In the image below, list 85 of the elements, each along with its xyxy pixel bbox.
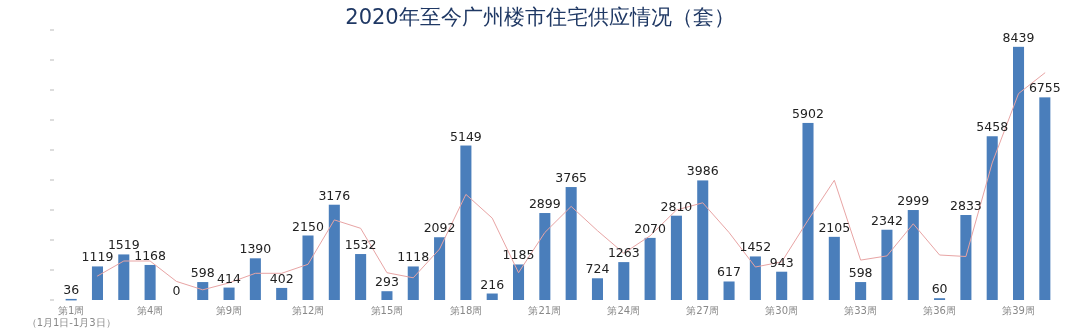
- data-label: 414: [217, 270, 242, 286]
- x-tick-label: 第27周: [686, 305, 720, 316]
- bar: [1013, 46, 1025, 300]
- bar: [776, 271, 788, 300]
- bar: [513, 264, 525, 300]
- bar: [697, 180, 709, 300]
- x-tick-label: 第30周: [765, 305, 799, 316]
- data-label: 943: [769, 254, 794, 270]
- data-label: 36: [63, 281, 80, 297]
- data-label: 598: [190, 265, 215, 281]
- bar: [460, 145, 472, 300]
- data-label: 2899: [528, 196, 561, 212]
- data-label: 1390: [239, 241, 272, 257]
- data-label: 5149: [449, 128, 482, 144]
- data-label: 2833: [949, 198, 982, 214]
- chart-title: 2020年至今广州楼市住宅供应情况（套）: [345, 5, 735, 29]
- data-label: 2092: [423, 220, 456, 236]
- data-label: 293: [375, 274, 399, 290]
- data-label: 216: [480, 276, 505, 292]
- data-label: 2342: [871, 212, 903, 228]
- bar: [328, 204, 340, 300]
- bar: [907, 210, 919, 300]
- x-tick-label: 第18周: [449, 305, 483, 316]
- data-label: 2070: [634, 220, 667, 236]
- data-label: 724: [585, 261, 610, 277]
- bar: [486, 293, 498, 300]
- data-label: 0: [172, 283, 181, 298]
- x-tick-label: 第21周: [528, 305, 562, 316]
- bar: [276, 287, 288, 300]
- bar: [381, 291, 393, 300]
- data-label: 1185: [502, 247, 535, 263]
- x-tick-label: 第39周: [1002, 305, 1035, 316]
- data-label: 598: [848, 265, 873, 281]
- data-label: 402: [269, 270, 294, 286]
- data-label: 3765: [555, 170, 588, 186]
- data-label: 5458: [976, 119, 1009, 135]
- data-label: 2150: [292, 218, 324, 234]
- bar: [302, 235, 314, 300]
- bar: [355, 254, 367, 300]
- data-label: 3986: [686, 163, 719, 179]
- bar: [670, 215, 682, 300]
- data-label: 1532: [344, 237, 377, 253]
- x-tick-label: 第9周: [215, 305, 243, 316]
- bar: [749, 256, 761, 300]
- bar: [960, 215, 972, 300]
- bar: [91, 266, 103, 300]
- data-label: 2810: [660, 198, 693, 214]
- data-label: 2105: [818, 219, 851, 235]
- x-tick-label: 第1周（1月1日-1月3日）: [26, 305, 116, 328]
- bar: [644, 237, 656, 300]
- bar: [618, 262, 630, 300]
- bar: [144, 264, 156, 300]
- bar: [723, 281, 735, 300]
- data-label: 60: [931, 281, 948, 297]
- data-label: 1119: [81, 249, 114, 265]
- x-tick-label: 第15周: [370, 305, 404, 316]
- bar: [986, 136, 998, 300]
- bar: [565, 187, 577, 300]
- bar: [828, 236, 840, 300]
- bar: [855, 282, 867, 300]
- x-tick-label: 第24周: [607, 305, 641, 316]
- bar: [197, 282, 209, 300]
- data-label: 5902: [792, 105, 824, 121]
- bar: [1039, 97, 1051, 300]
- x-tick-label: 第12周: [291, 305, 325, 316]
- bar: [802, 122, 814, 300]
- bar: [223, 287, 235, 300]
- data-label: 1118: [397, 249, 430, 265]
- bar: [434, 237, 446, 300]
- data-label: 617: [717, 264, 741, 280]
- data-label: 8439: [1002, 29, 1035, 45]
- bar: [539, 213, 551, 300]
- data-label: 2999: [897, 193, 930, 209]
- bar: [249, 258, 261, 300]
- data-label: 6755: [1028, 80, 1061, 96]
- data-label: 1263: [607, 245, 640, 261]
- x-tick-label: 第4周: [136, 305, 164, 316]
- data-label: 3176: [318, 187, 351, 203]
- bar: [881, 229, 893, 300]
- bar: [118, 254, 130, 300]
- x-tick-label: 第33周: [844, 305, 877, 316]
- bar: [407, 266, 419, 300]
- x-tick-label: 第36周: [923, 305, 956, 316]
- bar: [591, 278, 603, 300]
- data-label: 1452: [739, 239, 772, 255]
